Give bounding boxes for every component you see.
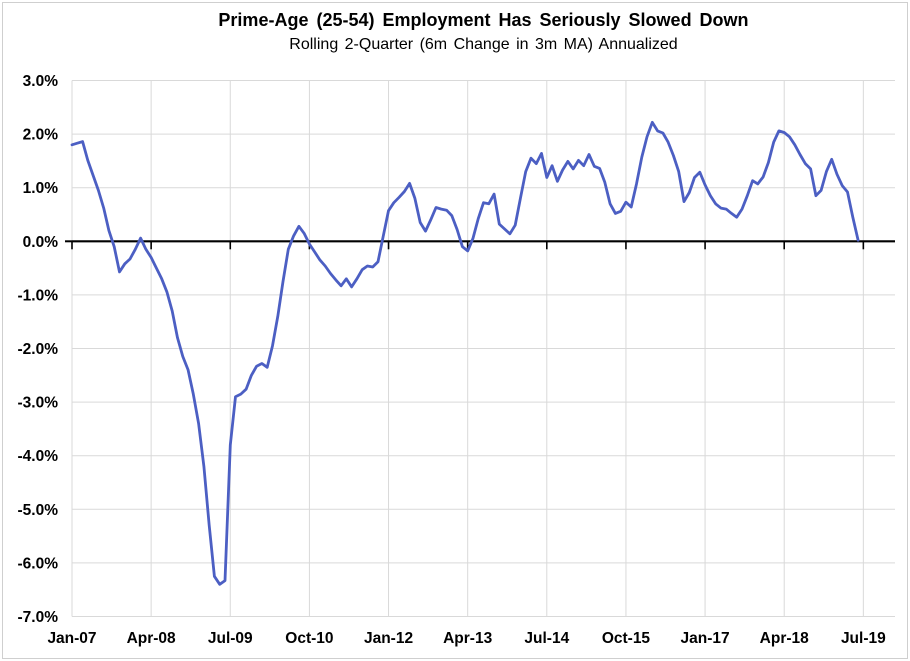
x-axis-label: Apr-18: [760, 630, 809, 647]
x-axis-label: Jan-17: [681, 630, 730, 647]
x-axis-label: Jan-07: [47, 630, 96, 647]
y-axis-label: -7.0%: [18, 609, 59, 626]
x-axis-label: Jul-19: [841, 630, 886, 647]
x-axis-label: Jan-12: [364, 630, 413, 647]
y-axis-label: -1.0%: [18, 287, 59, 304]
employment-growth-series-line: [70, 120, 860, 586]
x-axis-label: Oct-15: [602, 630, 651, 647]
x-axis-label: Jul-14: [524, 630, 569, 647]
y-axis-label: 0.0%: [23, 234, 59, 251]
y-axis-label: -4.0%: [18, 448, 59, 465]
x-axis-label: Apr-08: [127, 630, 176, 647]
y-axis-label: 1.0%: [23, 180, 59, 197]
y-axis-label: -3.0%: [18, 395, 59, 412]
x-axis-label: Oct-10: [285, 630, 333, 647]
y-axis-label: -6.0%: [18, 555, 59, 572]
y-axis-label: -5.0%: [18, 502, 59, 519]
x-axis-label: Apr-13: [443, 630, 492, 647]
x-axis-label: Jul-09: [208, 630, 253, 647]
y-axis-label: -2.0%: [18, 341, 59, 358]
chart-subtitle: Rolling 2-Quarter (6m Change in 3m MA) A…: [289, 36, 678, 53]
chart-title: Prime-Age (25-54) Employment Has Serious…: [218, 10, 749, 30]
y-axis-label: 3.0%: [23, 73, 59, 90]
y-axis-label: 2.0%: [23, 127, 59, 144]
